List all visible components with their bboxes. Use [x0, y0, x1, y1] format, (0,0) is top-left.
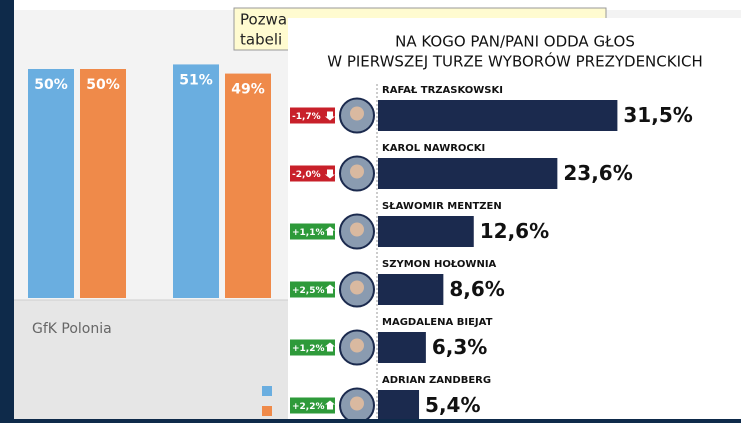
change-label: +1,1% — [292, 228, 325, 238]
candidate-name: RAFAŁ TRZASKOWSKI — [382, 85, 503, 96]
source-panel — [14, 300, 290, 419]
tooltip-text: Pozwa — [240, 11, 287, 29]
photo-face — [350, 223, 364, 237]
bar — [378, 158, 557, 189]
value-label: 6,3% — [432, 335, 487, 359]
change-label: +2,2% — [292, 402, 325, 412]
change-label: -2,0% — [292, 170, 321, 180]
value-label: 8,6% — [449, 277, 504, 301]
value-label: 12,6% — [480, 219, 549, 243]
change-label: -1,7% — [292, 112, 321, 122]
photo-face — [350, 165, 364, 179]
candidate-name: SŁAWOMIR MENTZEN — [382, 201, 502, 212]
bar — [378, 274, 443, 305]
value-label: 5,4% — [425, 393, 480, 417]
candidate-name: MAGDALENA BIEJAT — [382, 317, 493, 328]
bar — [80, 69, 126, 298]
value-label: 49% — [231, 82, 265, 98]
candidate-name: SZYMON HOŁOWNIA — [382, 259, 497, 270]
screenshot: GfK Polonia 50% 51% 50% 49% Pozwa tabeli NA… — [0, 0, 741, 419]
bar — [378, 332, 426, 363]
change-label: +2,5% — [292, 286, 325, 296]
bar — [28, 69, 74, 298]
chart-title: W PIERWSZEJ TURZE WYBORÓW PREZYDENCKICH — [327, 52, 703, 71]
candidate-name: ADRIAN ZANDBERG — [382, 375, 491, 386]
bar — [378, 100, 617, 131]
photo-face — [350, 107, 364, 121]
page: {"chart_data": [ {"type": "bar", "source… — [0, 0, 741, 419]
bar — [378, 216, 474, 247]
value-label: 31,5% — [623, 103, 692, 127]
chart-title: NA KOGO PAN/PANI ODDA GŁOS — [395, 33, 635, 51]
value-label: 50% — [34, 77, 68, 93]
photo-face — [350, 397, 364, 411]
legend-swatch — [262, 406, 272, 416]
photo-face — [350, 281, 364, 295]
candidate-name: KAROL NAWROCKI — [382, 143, 485, 154]
tooltip-text: tabeli — [240, 31, 282, 49]
bar — [173, 64, 219, 298]
photo-face — [350, 339, 364, 353]
value-label: 23,6% — [563, 161, 632, 185]
value-label: 50% — [86, 77, 120, 93]
change-label: +1,2% — [292, 344, 325, 354]
source: GfK Polonia — [32, 321, 112, 337]
bar — [378, 390, 419, 419]
value-label: 51% — [179, 72, 213, 88]
legend-swatch — [262, 386, 272, 396]
bar — [225, 74, 271, 298]
